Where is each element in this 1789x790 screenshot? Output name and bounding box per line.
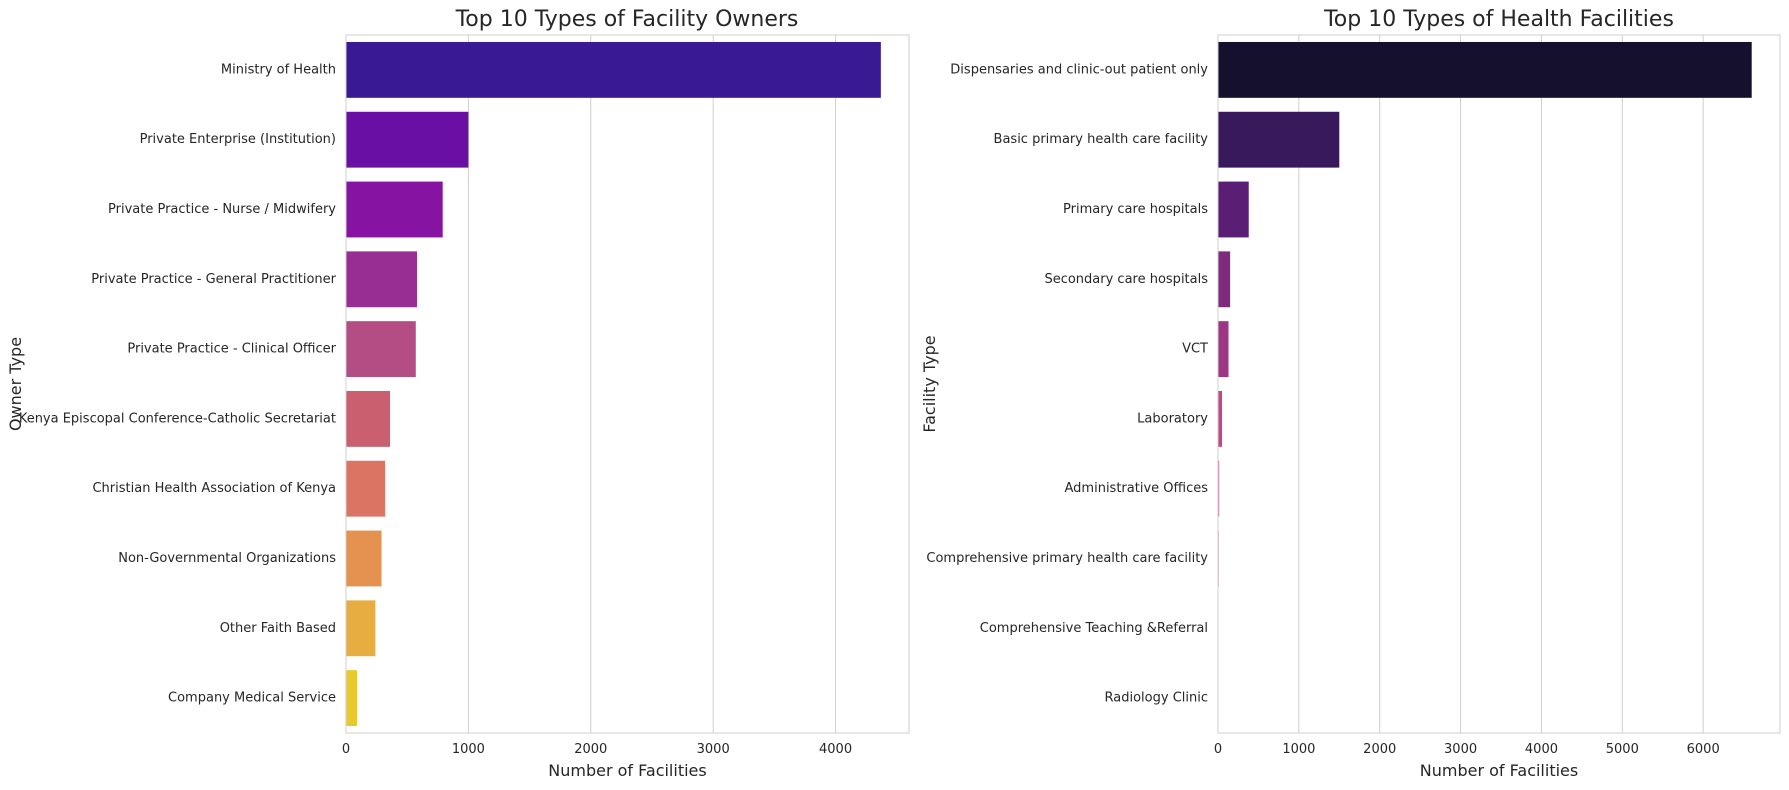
y-tick-label: Ministry of Health	[221, 62, 336, 77]
x-tick-label: 3000	[697, 742, 730, 757]
y-tick-label: Secondary care hospitals	[1044, 272, 1208, 287]
y-tick-label: Laboratory	[1137, 411, 1208, 426]
y-tick-label: Basic primary health care facility	[994, 132, 1209, 147]
bar	[1218, 390, 1223, 447]
y-tick-label: Private Enterprise (Institution)	[140, 132, 336, 147]
x-axis-label: Number of Facilities	[1420, 761, 1578, 780]
bar	[346, 321, 416, 378]
x-tick-label: 2000	[574, 742, 607, 757]
bar	[346, 111, 469, 168]
x-tick-label: 6000	[1687, 742, 1720, 757]
bar	[1218, 251, 1231, 308]
y-tick-label: Administrative Offices	[1065, 481, 1209, 496]
x-tick-label: 0	[342, 742, 350, 757]
chart-panel-1: Ministry of Health Private Enterprise (In…	[6, 7, 910, 780]
y-tick-label: Christian Health Association of Kenya	[92, 481, 336, 496]
x-tick-label: 1000	[452, 742, 485, 757]
x-tick-label: 4000	[819, 742, 852, 757]
y-axis-label: Owner Type	[6, 337, 25, 431]
bar	[346, 181, 443, 238]
y-tick-label: Radiology Clinic	[1105, 691, 1208, 706]
bar	[346, 530, 382, 587]
chart-panel-2: Dispensaries and clinic-out patient only…	[920, 7, 1781, 780]
y-tick-label: VCT	[1182, 342, 1208, 357]
y-tick-label: Private Practice - Clinical Officer	[127, 342, 336, 357]
y-tick-label: Non-Governmental Organizations	[118, 551, 336, 566]
x-tick-label: 3000	[1444, 742, 1477, 757]
bar	[346, 600, 376, 657]
y-tick-label: Private Practice - General Practitioner	[91, 272, 336, 287]
x-tick-label: 2000	[1363, 742, 1396, 757]
chart-title: Top 10 Types of Facility Owners	[455, 7, 799, 32]
bar	[346, 670, 358, 727]
bar	[1218, 111, 1340, 168]
y-tick-label: Dispensaries and clinic-out patient only	[950, 62, 1208, 77]
x-tick-label: 4000	[1525, 742, 1558, 757]
plot-frame	[345, 34, 910, 734]
x-tick-label: 0	[1214, 742, 1222, 757]
bar	[346, 41, 881, 98]
x-tick-label: 1000	[1282, 742, 1315, 757]
y-tick-label: Comprehensive Teaching &Referral	[980, 621, 1208, 636]
bar	[346, 460, 386, 517]
plot-frame	[1217, 34, 1781, 734]
bar	[346, 390, 391, 447]
y-tick-label: Company Medical Service	[168, 691, 336, 706]
bar	[1218, 321, 1229, 378]
bar	[1218, 41, 1752, 98]
x-axis-label: Number of Facilities	[548, 761, 706, 780]
bar	[1218, 181, 1249, 238]
bar	[1218, 460, 1220, 517]
y-tick-label: Primary care hospitals	[1063, 202, 1208, 217]
y-tick-label: Private Practice - Nurse / Midwifery	[108, 202, 336, 217]
bar	[346, 251, 417, 308]
y-axis-label: Facility Type	[920, 335, 939, 432]
chart-title: Top 10 Types of Health Facilities	[1323, 7, 1674, 32]
y-tick-label: Comprehensive primary health care facili…	[926, 551, 1208, 566]
x-tick-label: 5000	[1606, 742, 1639, 757]
y-tick-label: Kenya Episcopal Conference-Catholic Secr…	[19, 411, 336, 426]
y-tick-label: Other Faith Based	[220, 621, 336, 636]
